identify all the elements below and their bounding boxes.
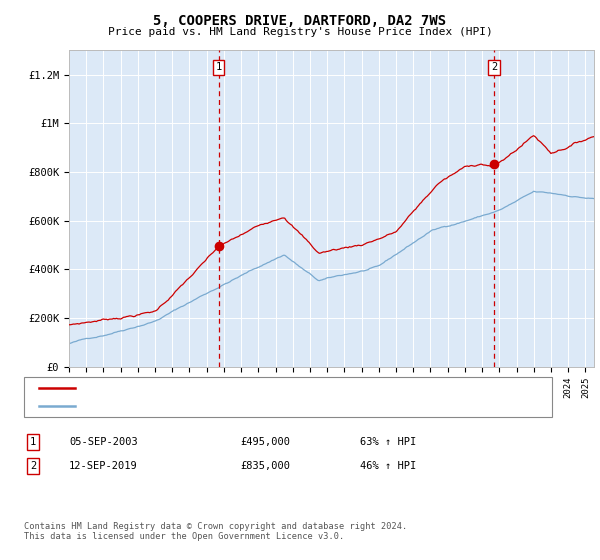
Text: 5, COOPERS DRIVE, DARTFORD, DA2 7WS (detached house): 5, COOPERS DRIVE, DARTFORD, DA2 7WS (det… <box>81 383 406 393</box>
Text: 2: 2 <box>491 62 497 72</box>
Text: 1: 1 <box>30 437 36 447</box>
Text: Contains HM Land Registry data © Crown copyright and database right 2024.
This d: Contains HM Land Registry data © Crown c… <box>24 522 407 542</box>
Text: £495,000: £495,000 <box>240 437 290 447</box>
Text: 12-SEP-2019: 12-SEP-2019 <box>69 461 138 471</box>
Text: 05-SEP-2003: 05-SEP-2003 <box>69 437 138 447</box>
Text: Price paid vs. HM Land Registry's House Price Index (HPI): Price paid vs. HM Land Registry's House … <box>107 27 493 37</box>
Text: 1: 1 <box>215 62 222 72</box>
Text: 63% ↑ HPI: 63% ↑ HPI <box>360 437 416 447</box>
Text: 5, COOPERS DRIVE, DARTFORD, DA2 7WS: 5, COOPERS DRIVE, DARTFORD, DA2 7WS <box>154 14 446 28</box>
Text: 46% ↑ HPI: 46% ↑ HPI <box>360 461 416 471</box>
Text: 2: 2 <box>30 461 36 471</box>
Text: £835,000: £835,000 <box>240 461 290 471</box>
Text: HPI: Average price, detached house, Dartford: HPI: Average price, detached house, Dart… <box>81 401 356 411</box>
